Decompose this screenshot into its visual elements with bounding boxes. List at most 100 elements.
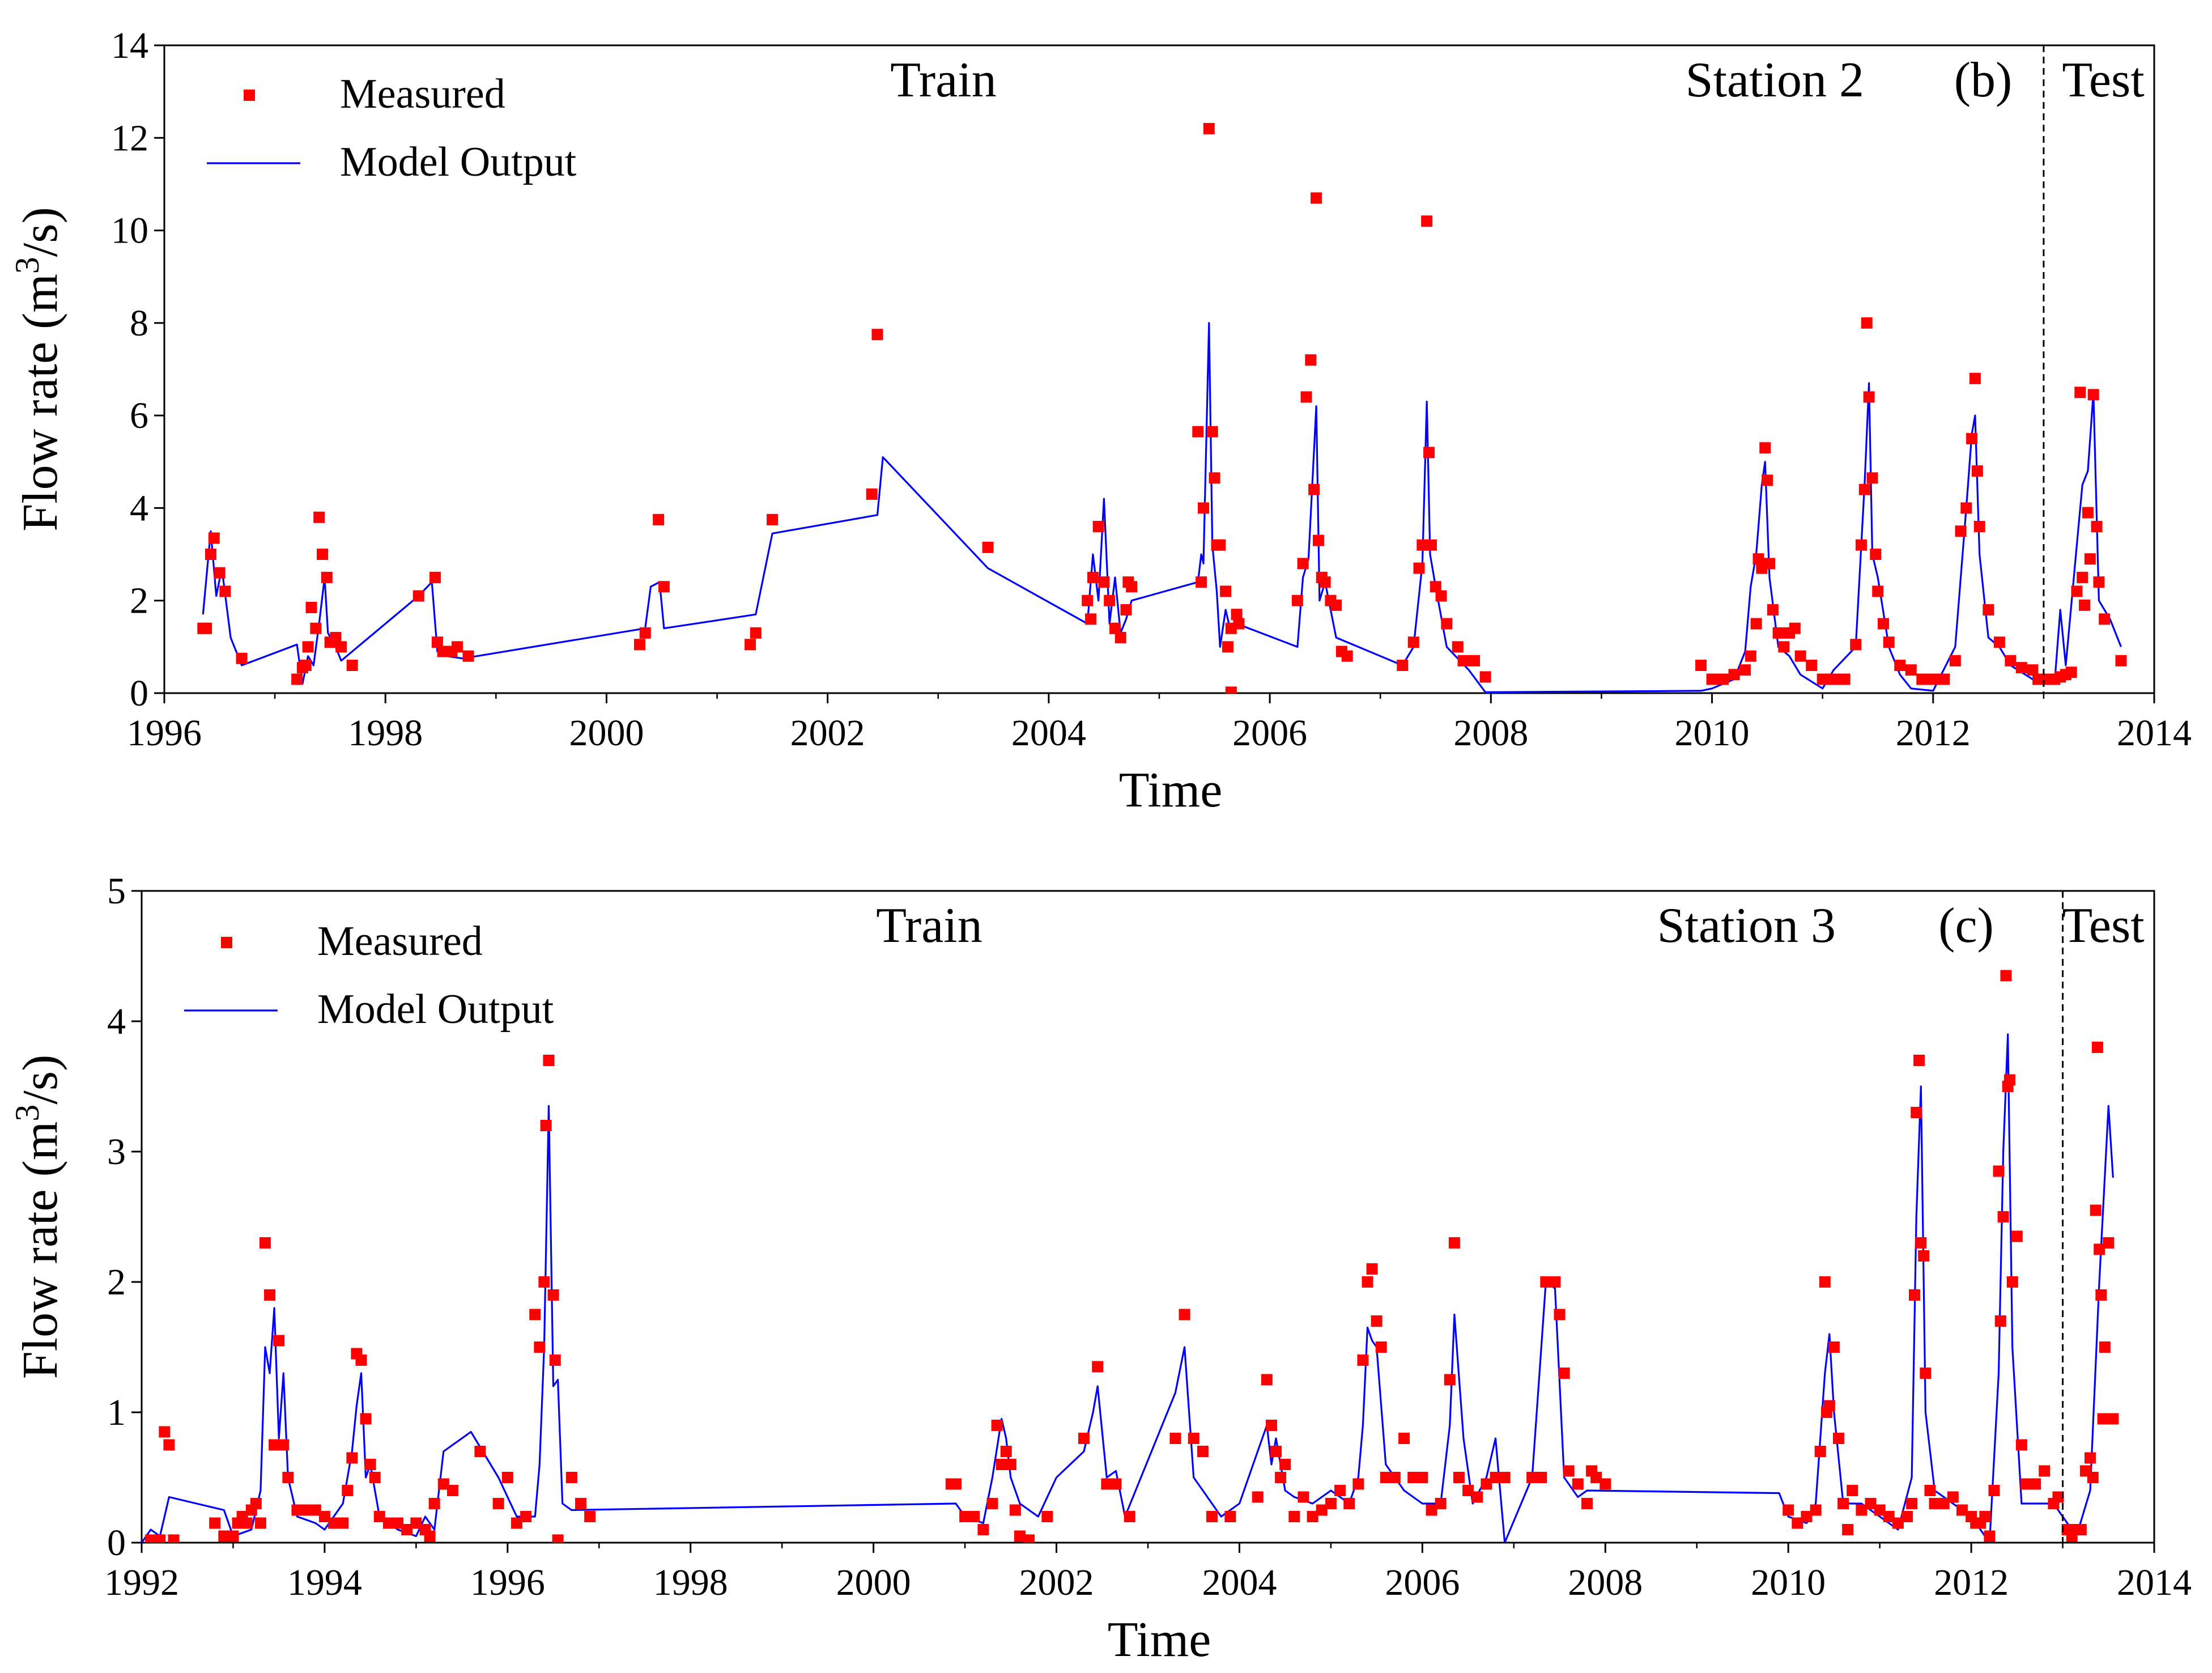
measured-point — [2039, 1465, 2051, 1477]
x-tick-label: 2008 — [1568, 1562, 1643, 1603]
measured-point — [1789, 622, 1801, 634]
measured-point — [2000, 970, 2012, 982]
measured-point — [2103, 1237, 2115, 1249]
measured-point — [1371, 1315, 1382, 1327]
measured-point — [982, 541, 994, 553]
measured-point — [269, 1439, 280, 1451]
y-tick-label: 14 — [111, 25, 148, 66]
measured-point — [360, 1413, 372, 1425]
measured-point — [1085, 613, 1097, 625]
measured-point — [428, 1498, 440, 1509]
measured-point — [1188, 1433, 1199, 1444]
measured-point — [1362, 1276, 1373, 1288]
measured-point — [209, 1517, 221, 1529]
y-tick-label: 2 — [130, 580, 148, 622]
measured-point — [584, 1511, 596, 1522]
measured-point — [750, 627, 762, 639]
measured-point — [1120, 604, 1132, 616]
measured-point — [1994, 1315, 2006, 1327]
measured-point — [1300, 391, 1312, 403]
measured-point — [1955, 525, 1967, 537]
measured-point — [145, 1534, 157, 1543]
measured-point — [163, 1439, 175, 1451]
y-tick-label: 8 — [130, 303, 148, 344]
measured-point — [534, 1341, 546, 1353]
measured-point — [273, 1335, 285, 1347]
measured-point — [1558, 1368, 1570, 1379]
measured-point — [745, 639, 756, 651]
measured-point — [2077, 571, 2088, 583]
measured-point — [1481, 1478, 1492, 1490]
measured-point — [1206, 1511, 1218, 1522]
measured-point — [1872, 585, 1884, 597]
measured-point — [1225, 686, 1237, 693]
model-output-line — [142, 1033, 2114, 1543]
x-tick-label: 1998 — [348, 712, 423, 754]
measured-point — [2075, 1524, 2087, 1535]
measured-point — [1762, 474, 1773, 486]
measured-point — [1915, 1237, 1927, 1249]
measured-point — [565, 1472, 577, 1483]
measured-point — [1421, 215, 1433, 227]
legend-model-label: Model Output — [340, 139, 577, 185]
y-tick-label: 1 — [107, 1392, 126, 1433]
measured-point — [1252, 1491, 1264, 1503]
measured-point — [1092, 521, 1104, 533]
measured-point — [1452, 641, 1464, 653]
x-tick-label: 2010 — [1675, 712, 1750, 754]
measured-point — [1352, 1478, 1364, 1490]
measured-point — [205, 549, 216, 561]
measured-point — [1764, 558, 1776, 570]
measured-point — [1398, 1433, 1410, 1444]
measured-point — [538, 1276, 550, 1288]
measured-point — [543, 1055, 555, 1066]
x-tick-label: 2008 — [1453, 712, 1528, 754]
measured-point — [1892, 1517, 1904, 1529]
measured-point — [282, 1472, 294, 1483]
measured-point — [1526, 1472, 1538, 1483]
y-axis-label: Flow rate (m3/s) — [8, 207, 68, 532]
measured-point — [871, 329, 883, 341]
measured-point — [1969, 372, 1981, 384]
measured-point — [1291, 595, 1303, 606]
measured-point — [1801, 1511, 1813, 1522]
measured-point — [1883, 1511, 1895, 1522]
measured-point — [1883, 636, 1895, 648]
measured-point — [1563, 1465, 1575, 1477]
y-tick-label: 6 — [130, 395, 148, 436]
measured-point — [2006, 1276, 2018, 1288]
measured-point — [501, 1472, 513, 1483]
measured-point — [1842, 1524, 1854, 1535]
measured-point — [1114, 632, 1126, 644]
data-layer — [142, 970, 2119, 1543]
measured-point — [1453, 1472, 1465, 1483]
measured-point — [309, 1504, 321, 1516]
data-layer — [197, 122, 2127, 693]
measured-point — [1413, 562, 1425, 574]
measured-point — [1956, 1504, 1968, 1516]
measured-point — [2030, 1478, 2041, 1490]
measured-point — [1863, 391, 1875, 403]
measured-point — [2094, 1243, 2105, 1255]
measured-point — [1874, 1504, 1886, 1516]
measured-point — [1828, 1341, 1840, 1353]
measured-point — [1870, 549, 1882, 561]
measured-point — [549, 1354, 561, 1366]
legend-measured-marker — [221, 937, 232, 948]
model-output-line — [202, 322, 2122, 693]
train-label: Train — [890, 53, 996, 108]
measured-point — [1261, 1374, 1273, 1386]
measured-point — [2079, 599, 2091, 611]
measured-point — [1858, 483, 1870, 495]
measured-point — [1435, 1498, 1447, 1509]
measured-point — [2099, 1341, 2111, 1353]
measured-point — [1590, 1472, 1602, 1483]
measured-point — [208, 532, 220, 544]
measured-point — [520, 1511, 532, 1522]
measured-point — [1810, 1504, 1822, 1516]
measured-point — [219, 585, 231, 597]
measured-point — [264, 1289, 276, 1301]
measured-point — [1000, 1446, 1012, 1457]
measured-point — [2097, 1413, 2109, 1425]
